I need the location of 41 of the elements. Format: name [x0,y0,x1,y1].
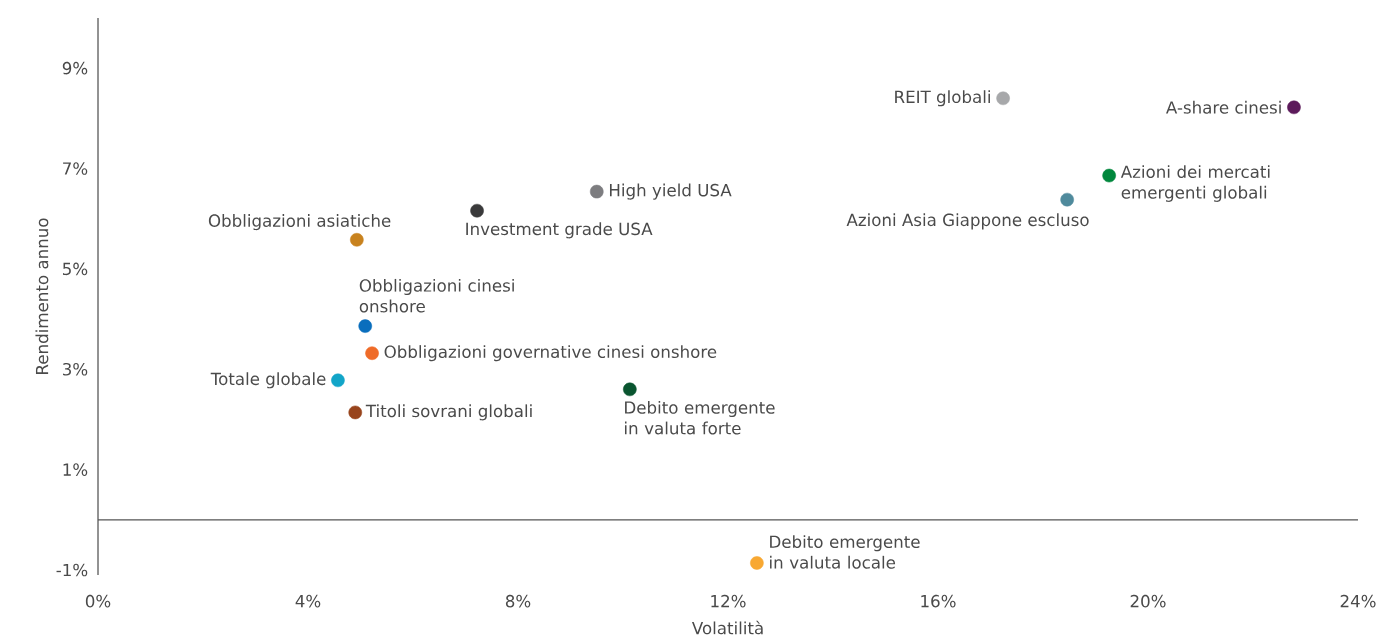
x-tick-label: 20% [1130,594,1166,608]
x-tick-label: 24% [1340,594,1376,608]
annotation: Obbligazioni cinesi onshore [359,278,514,313]
point [331,373,345,388]
point [1102,168,1116,183]
y-tick-label: 3% [63,362,88,376]
annotation: Azioni Asia Giappone escluso [846,213,1089,230]
point [470,203,484,218]
annotation: Debito emergente in valuta locale [770,535,920,569]
annotation: Obbligazioni asiatiche [208,214,391,231]
x-tick-label: 4% [295,594,321,608]
y-tick-label: 1% [63,463,88,476]
annotation: Obbligazioni governative cinesi onshore [384,345,717,362]
point [750,556,764,570]
point [365,346,379,360]
y-axis-title: Rendimento annuo [35,218,49,374]
annotation: A-share cinesi [1166,100,1281,114]
annotation: REIT globali [895,90,990,107]
annotation: Totale globale [210,372,326,389]
annotation: Titoli sovrani globali [365,404,532,421]
point [623,382,637,397]
y-tick-label: -1% [56,563,88,577]
x-tick-label: 12% [711,594,746,608]
point [589,184,604,199]
y-tick-label: 7% [63,162,88,175]
annotation: High yield USA [609,183,732,200]
point [996,91,1010,106]
point [358,319,372,333]
x-axis-title: Volatilità [691,620,763,635]
x-tick-label: 8% [505,594,531,608]
point [1287,100,1301,115]
x-tick-label: 0% [85,594,111,608]
annotation: Azioni dei mercati emergenti globali [1120,165,1270,202]
point [350,233,364,247]
point [1060,192,1074,207]
y-tick-label: 9% [62,61,88,75]
point [348,405,363,420]
y-tick-label: 5% [63,262,88,276]
annotation: Investment grade USA [466,222,653,239]
annotation: Debito emergente in valuta forte [625,400,775,435]
x-tick-label: 16% [921,594,956,608]
